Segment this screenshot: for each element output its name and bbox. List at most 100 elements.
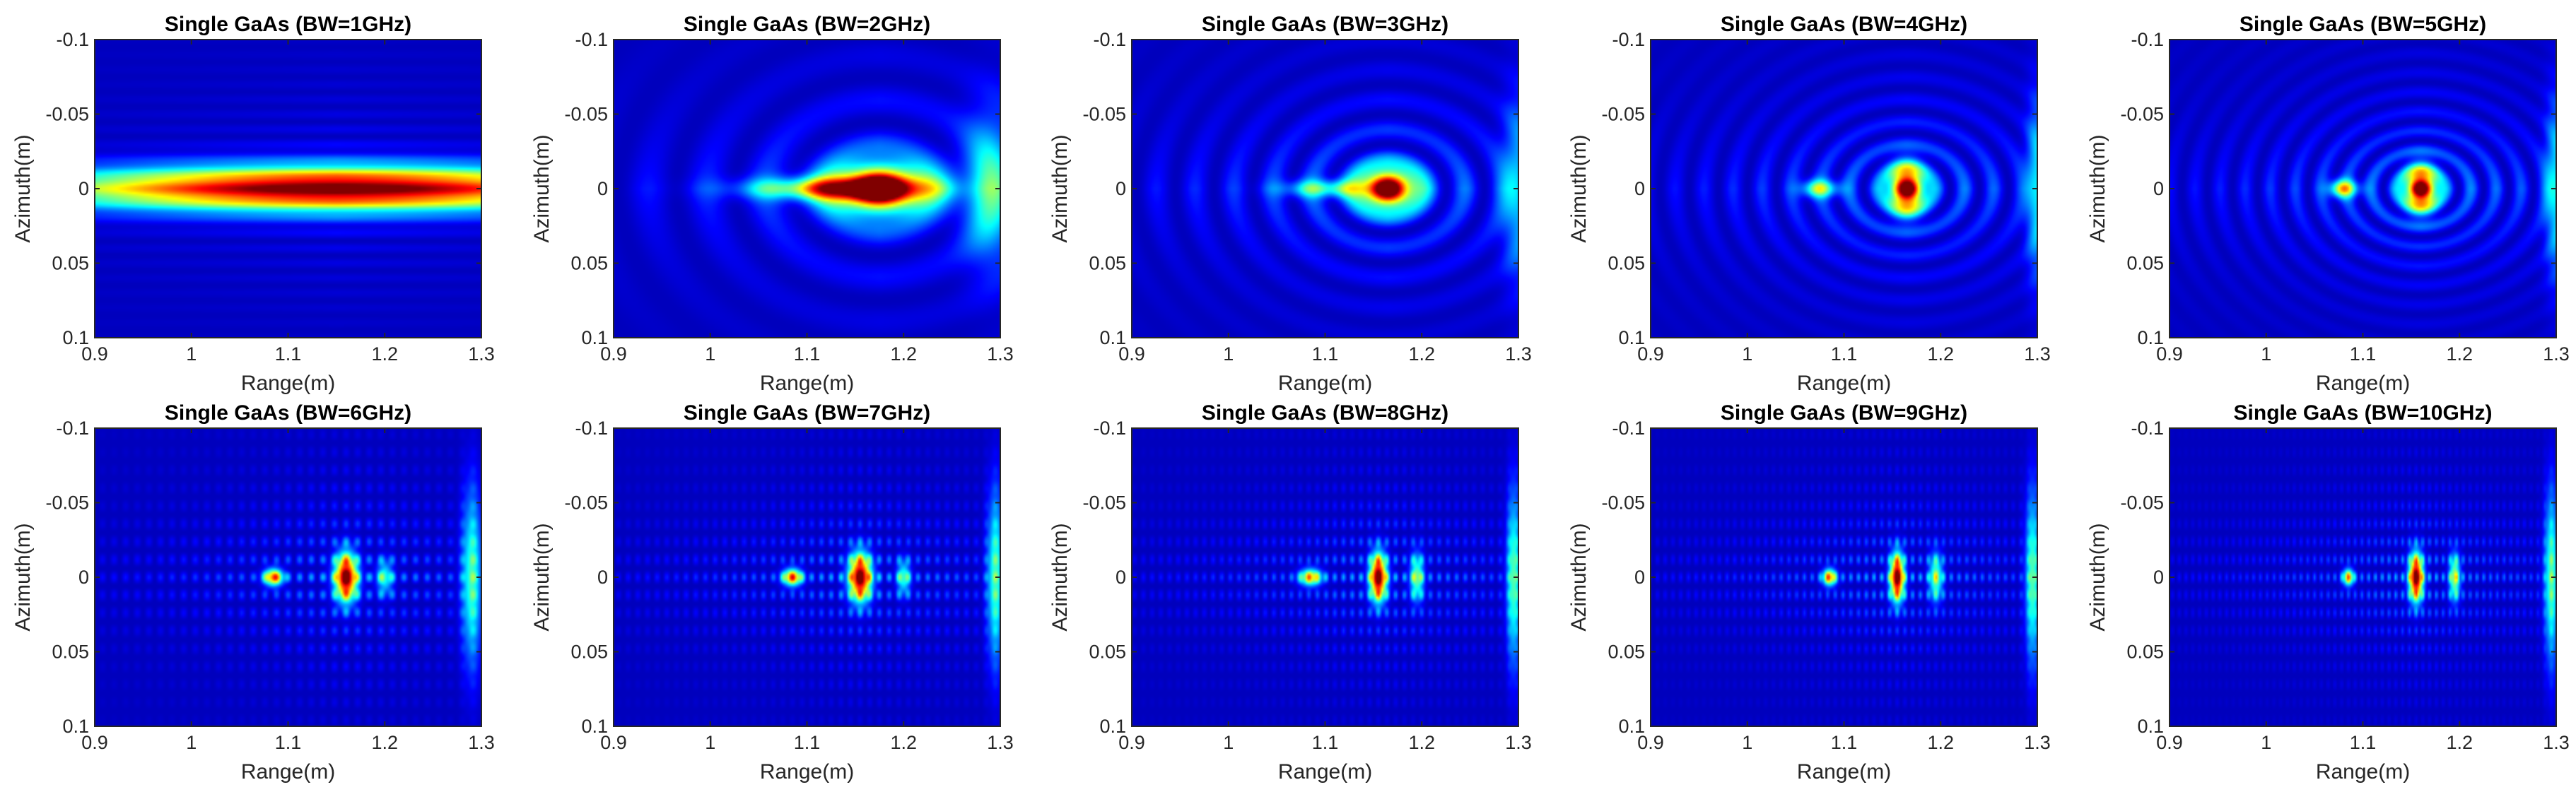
y-tick-label: 0	[597, 178, 608, 199]
x-axis-label: Range(m)	[760, 372, 854, 395]
heatmap-image	[1132, 40, 1518, 338]
x-axis-label: Range(m)	[1797, 760, 1891, 784]
y-tick-label: 0.05	[2126, 253, 2164, 274]
y-tick-label: 0	[597, 567, 608, 588]
y-tick-label: -0.05	[1601, 104, 1645, 125]
x-tick-label: 1	[1223, 343, 1234, 365]
heatmap-image	[2170, 428, 2556, 726]
x-tick-label: 1.3	[2024, 732, 2051, 753]
y-tick-label: -0.1	[1093, 418, 1126, 439]
y-axis-label: Azimuth(m)	[530, 523, 554, 631]
panel-title: Single GaAs (BW=4GHz)	[1721, 13, 1967, 36]
x-tick-label: 1.3	[1505, 343, 1532, 365]
y-axis-label: Azimuth(m)	[11, 523, 35, 631]
heatmap-image	[1651, 428, 2037, 726]
y-tick-label: -0.05	[1082, 492, 1126, 514]
y-tick-label: -0.1	[2131, 29, 2164, 50]
x-tick-label: 0.9	[81, 732, 108, 753]
x-axis-label: Range(m)	[1278, 372, 1372, 395]
y-tick-label: 0.05	[1608, 642, 1645, 663]
x-axis-label: Range(m)	[2316, 760, 2410, 784]
y-tick-label: 0.1	[1618, 327, 1645, 348]
x-tick-label: 1.1	[275, 343, 302, 365]
x-tick-label: 1.3	[987, 343, 1014, 365]
x-tick-label: 1.2	[890, 732, 917, 753]
y-tick-label: 0.1	[1099, 327, 1126, 348]
x-tick-label: 1.1	[1312, 343, 1339, 365]
x-axis-label: Range(m)	[1797, 372, 1891, 395]
y-axis-label: Azimuth(m)	[1567, 523, 1591, 631]
x-tick-label: 1	[1223, 732, 1234, 753]
y-tick-label: 0	[78, 178, 89, 199]
x-tick-label: 1.3	[468, 732, 495, 753]
x-tick-label: 1	[186, 343, 197, 365]
y-tick-label: 0.05	[52, 253, 89, 274]
x-tick-label: 1	[186, 732, 197, 753]
y-tick-label: -0.05	[2120, 104, 2164, 125]
y-axis-label: Azimuth(m)	[11, 134, 35, 242]
y-tick-label: 0.1	[581, 327, 608, 348]
x-tick-label: 1.2	[1408, 343, 1435, 365]
x-tick-label: 1.3	[2543, 343, 2570, 365]
panel-title: Single GaAs (BW=3GHz)	[1202, 13, 1448, 36]
x-tick-label: 0.9	[1118, 732, 1145, 753]
x-tick-label: 0.9	[1637, 732, 1664, 753]
heatmap-panel-4: Single GaAs (BW=4GHz) 0.9 1 1.1 1.2 1.3 -0.1 -0…	[1567, 13, 2051, 395]
heatmap-image	[2170, 40, 2556, 338]
heatmap-image	[614, 40, 1000, 338]
y-tick-label: 0	[1634, 567, 1645, 588]
x-tick-label: 1.1	[1312, 732, 1339, 753]
x-tick-label: 1.1	[275, 732, 302, 753]
panel-title: Single GaAs (BW=1GHz)	[165, 13, 411, 36]
x-tick-label: 1.1	[1831, 343, 1858, 365]
x-tick-label: 0.9	[2156, 343, 2183, 365]
y-tick-label: 0.05	[1089, 642, 1126, 663]
x-tick-label: 0.9	[600, 343, 627, 365]
y-tick-label: 0.1	[2137, 716, 2164, 737]
panel-title: Single GaAs (BW=9GHz)	[1721, 401, 1967, 425]
heatmap-image	[95, 40, 481, 338]
x-tick-label: 1.2	[1408, 732, 1435, 753]
y-tick-label: 0.05	[52, 642, 89, 663]
x-tick-label: 0.9	[600, 732, 627, 753]
y-tick-label: -0.1	[2131, 418, 2164, 439]
panel-title: Single GaAs (BW=10GHz)	[2234, 401, 2493, 425]
x-tick-label: 1.3	[2024, 343, 2051, 365]
y-tick-label: 0.1	[1618, 716, 1645, 737]
panel-title: Single GaAs (BW=6GHz)	[165, 401, 411, 425]
y-axis-label: Azimuth(m)	[2086, 523, 2109, 631]
x-tick-label: 1	[1742, 732, 1752, 753]
heatmap-panel-1: Single GaAs (BW=1GHz) 0.9 1 1.1 1.2 1.3 -0.1 -0…	[11, 13, 495, 395]
y-tick-label: -0.05	[564, 104, 608, 125]
x-tick-label: 0.9	[1637, 343, 1664, 365]
x-axis-label: Range(m)	[760, 760, 854, 784]
x-axis-label: Range(m)	[241, 372, 335, 395]
x-tick-label: 0.9	[1118, 343, 1145, 365]
y-tick-label: 0	[1116, 567, 1126, 588]
x-tick-label: 1	[2261, 343, 2271, 365]
x-tick-label: 1	[1742, 343, 1752, 365]
heatmap-panel-2: Single GaAs (BW=2GHz) 0.9 1 1.1 1.2 1.3 -0.1 -0…	[530, 13, 1014, 395]
x-axis-label: Range(m)	[2316, 372, 2410, 395]
y-tick-label: -0.05	[45, 492, 89, 514]
y-tick-label: 0.05	[2126, 642, 2164, 663]
heatmap-image	[1132, 428, 1518, 726]
heatmap-image	[614, 428, 1000, 726]
y-tick-label: 0.1	[1099, 716, 1126, 737]
x-tick-label: 1.3	[2543, 732, 2570, 753]
heatmap-panel-10: Single GaAs (BW=10GHz) 0.9 1 1.1 1.2 1.3 -0.1 -…	[2086, 401, 2570, 784]
y-axis-label: Azimuth(m)	[530, 134, 554, 242]
x-tick-label: 1.2	[371, 732, 398, 753]
x-tick-label: 1.2	[1927, 343, 1954, 365]
x-tick-label: 1.1	[794, 732, 821, 753]
x-tick-label: 1	[705, 732, 715, 753]
y-tick-label: 0.05	[570, 642, 608, 663]
y-tick-label: -0.05	[1082, 104, 1126, 125]
panel-title: Single GaAs (BW=8GHz)	[1202, 401, 1448, 425]
x-tick-label: 1.3	[1505, 732, 1532, 753]
heatmap-image	[95, 428, 481, 726]
y-tick-label: 0.05	[1089, 253, 1126, 274]
y-axis-label: Azimuth(m)	[1048, 134, 1072, 242]
x-tick-label: 1.3	[987, 732, 1014, 753]
